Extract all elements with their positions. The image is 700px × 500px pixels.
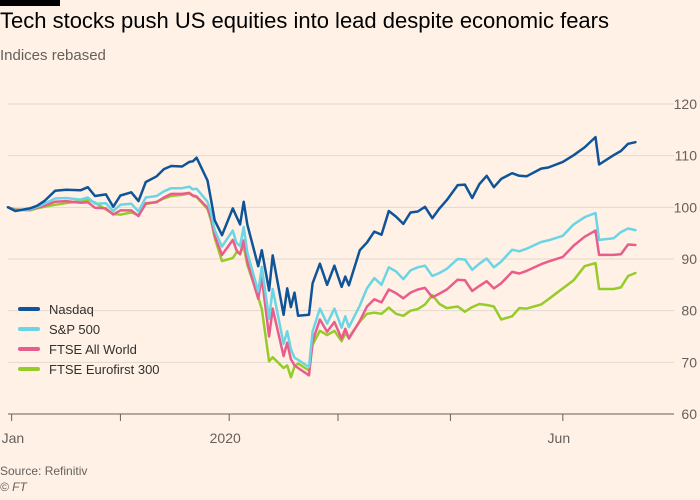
- legend-swatch-ftse-eurofirst-300: [18, 367, 40, 371]
- ft-logo: © FT: [0, 480, 27, 494]
- legend-label-ftse-eurofirst-300: FTSE Eurofirst 300: [49, 361, 160, 377]
- y-tick-label-120: 120: [674, 96, 698, 112]
- legend-item-ftse-eurofirst-300: FTSE Eurofirst 300: [18, 359, 160, 379]
- legend-label-s-p-500: S&P 500: [49, 321, 101, 337]
- legend-swatch-ftse-all-world: [18, 347, 40, 351]
- legend-item-nasdaq: Nasdaq: [18, 299, 160, 319]
- series-line-nasdaq: [6, 135, 637, 318]
- y-tick-label-100: 100: [674, 199, 698, 215]
- legend-item-s-p-500: S&P 500: [18, 319, 160, 339]
- grid-layer: [8, 103, 674, 415]
- chart-subtitle: Indices rebased: [0, 47, 106, 64]
- series-line-s-p-500: [6, 185, 637, 369]
- legend-swatch-nasdaq: [18, 307, 40, 311]
- legend-label-nasdaq: Nasdaq: [49, 301, 94, 317]
- y-tick-label-80: 80: [681, 303, 697, 319]
- y-tick-label-110: 110: [675, 148, 698, 164]
- series-layer: [6, 135, 637, 379]
- series-line-ftse-all-world: [6, 191, 637, 377]
- x-axis: Jan 2020 Jun: [2, 414, 570, 446]
- x-tick-label-jan: Jan: [2, 430, 25, 446]
- x-tick-label-2020: 2020: [210, 430, 241, 446]
- ft-brand-bar: [0, 0, 60, 6]
- legend-item-ftse-all-world: FTSE All World: [18, 339, 160, 359]
- y-tick-label-90: 90: [681, 251, 697, 267]
- y-tick-label-60: 60: [681, 406, 697, 422]
- y-axis: 60 70 80 90 100 110 120: [674, 96, 698, 422]
- chart-title: Tech stocks push US equities into lead d…: [0, 8, 609, 33]
- x-tick-label-jun: Jun: [548, 430, 571, 446]
- legend-swatch-s-p-500: [18, 327, 40, 331]
- source-note: Source: Refinitiv: [0, 464, 88, 478]
- chart-legend: Nasdaq S&P 500 FTSE All World FTSE Eurofirs…: [18, 299, 160, 379]
- legend-label-ftse-all-world: FTSE All World: [49, 341, 137, 357]
- y-tick-label-70: 70: [681, 354, 697, 370]
